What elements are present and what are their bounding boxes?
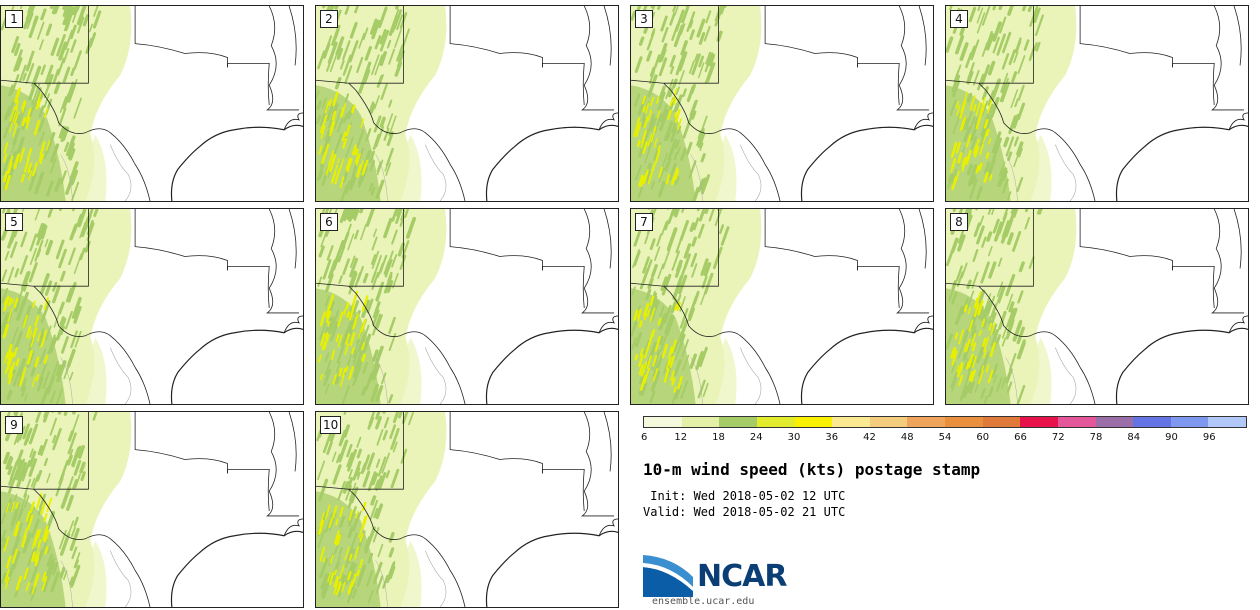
wind-speed-map xyxy=(316,412,618,607)
colorbar-cell xyxy=(794,417,833,427)
wind-speed-map xyxy=(1,6,303,201)
ensemble-member-map: 1 xyxy=(0,5,304,202)
chart-title: 10-m wind speed (kts) postage stamp xyxy=(643,460,981,479)
wind-speed-map xyxy=(1,209,303,404)
valid-time: Valid: Wed 2018-05-02 21 UTC xyxy=(643,505,846,519)
colorbar-cell xyxy=(945,417,983,427)
ncar-logo-icon xyxy=(643,553,693,597)
ensemble-member-map: 7 xyxy=(630,208,934,405)
colorbar-cell xyxy=(982,417,1021,427)
ensemble-member-map: 2 xyxy=(315,5,619,202)
ensemble-member-map: 3 xyxy=(630,5,934,202)
wind-speed-map xyxy=(946,6,1248,201)
colorbar-tick-label: 42 xyxy=(863,432,876,443)
colorbar-cell xyxy=(1208,417,1246,427)
colorbar-tick-label: 18 xyxy=(712,432,725,443)
logo-text: NCAR xyxy=(697,559,787,594)
colorbar-cell xyxy=(719,417,757,427)
colorbar-cell xyxy=(832,417,870,427)
member-number-label: 6 xyxy=(320,213,338,231)
colorbar-ticks: 6 12 18 24 30 36 42 48 54 60 66 72 78 84 90 96 xyxy=(641,432,1247,446)
colorbar-cell xyxy=(644,417,682,427)
colorbar-tick-label: 60 xyxy=(976,432,990,443)
colorbar xyxy=(643,416,1247,428)
member-number-label: 2 xyxy=(320,10,338,28)
colorbar-cell xyxy=(869,417,908,427)
wind-speed-map xyxy=(631,209,933,404)
ensemble-member-map: 8 xyxy=(945,208,1249,405)
colorbar-tick-label: 24 xyxy=(749,432,763,443)
colorbar-cell xyxy=(907,417,945,427)
ensemble-member-map: 10 xyxy=(315,411,619,608)
ensemble-member-map: 4 xyxy=(945,5,1249,202)
colorbar-cell xyxy=(1095,417,1134,427)
member-number-label: 9 xyxy=(5,416,23,434)
init-time: Init: Wed 2018-05-02 12 UTC xyxy=(643,489,846,503)
member-number-label: 1 xyxy=(5,10,23,28)
member-number-label: 7 xyxy=(635,213,653,231)
colorbar-cell xyxy=(1170,417,1209,427)
colorbar-tick-label: 36 xyxy=(825,432,839,443)
colorbar-tick-label: 48 xyxy=(900,432,914,443)
member-number-label: 10 xyxy=(320,416,342,434)
wind-speed-map xyxy=(1,412,303,607)
ensemble-member-map: 9 xyxy=(0,411,304,608)
website-url[interactable]: ensemble.ucar.edu xyxy=(652,596,755,607)
ensemble-member-map: 5 xyxy=(0,208,304,405)
wind-speed-map xyxy=(316,6,618,201)
colorbar-tick-label: 72 xyxy=(1051,432,1065,443)
colorbar-tick-label: 12 xyxy=(674,432,688,443)
colorbar-cell xyxy=(1133,417,1171,427)
colorbar-cell xyxy=(1020,417,1058,427)
colorbar-cell xyxy=(681,417,720,427)
colorbar-tick-label: 84 xyxy=(1127,432,1141,443)
colorbar-cell xyxy=(756,417,795,427)
colorbar-tick-label: 96 xyxy=(1202,432,1216,443)
wind-speed-map xyxy=(946,209,1248,404)
member-number-label: 5 xyxy=(5,213,23,231)
member-number-label: 3 xyxy=(635,10,653,28)
wind-speed-map xyxy=(316,209,618,404)
colorbar-tick-label: 54 xyxy=(938,432,952,443)
ensemble-member-map: 6 xyxy=(315,208,619,405)
colorbar-tick-label: 30 xyxy=(787,432,801,443)
colorbar-tick-label: 66 xyxy=(1014,432,1027,443)
colorbar-tick-label: 90 xyxy=(1165,432,1178,443)
colorbar-cell xyxy=(1057,417,1096,427)
colorbar-tick-label: 78 xyxy=(1089,432,1103,443)
wind-speed-map xyxy=(631,6,933,201)
member-number-label: 8 xyxy=(950,213,968,231)
member-number-label: 4 xyxy=(950,10,968,28)
colorbar-tick-label: 6 xyxy=(641,432,648,443)
